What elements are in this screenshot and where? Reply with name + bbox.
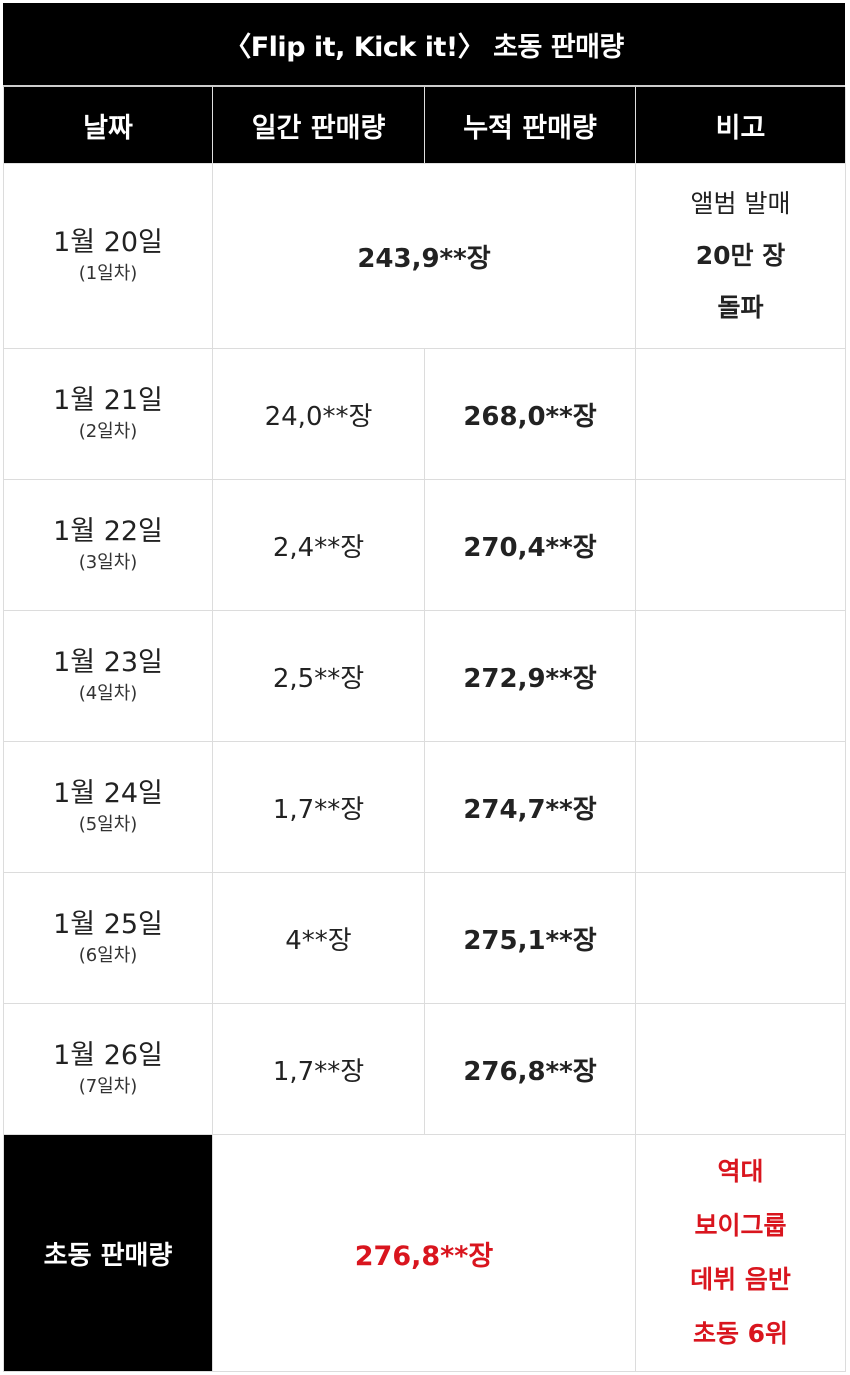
sales-table: 날짜 일간 판매량 누적 판매량 비고 1월 20일 (1일차) 243,9**… (3, 87, 846, 1372)
cumulative-sales: 275,1**장 (424, 872, 636, 1004)
note-line: 초동 6위 (692, 1319, 789, 1348)
date: 1월 25일 (53, 909, 163, 940)
note-line: 20만 장 (695, 241, 786, 270)
day-number: (6일차) (78, 945, 138, 966)
header-note: 비고 (635, 87, 846, 164)
note-cell (635, 1003, 846, 1135)
note-cell (635, 741, 846, 873)
table-row: 1월 22일 (3일차) 2,4**장 270,4**장 (3, 479, 846, 611)
daily-sales: 4**장 (212, 872, 425, 1004)
date: 1월 22일 (53, 516, 163, 547)
cumulative-sales: 268,0**장 (424, 348, 636, 480)
header-cumulative: 누적 판매량 (424, 87, 636, 164)
summary-row: 초동 판매량 276,8**장 역대 보이그룹 데뷔 음반 초동 6위 (3, 1134, 846, 1372)
sales-table-container: 〈Flip it, Kick it!〉 초동 판매량 날짜 일간 판매량 누적 … (3, 3, 846, 1372)
summary-label: 초동 판매량 (3, 1134, 213, 1372)
table-row: 1월 23일 (4일차) 2,5**장 272,9**장 (3, 610, 846, 742)
header-row: 날짜 일간 판매량 누적 판매량 비고 (3, 87, 846, 164)
note-line: 데뷔 음반 (690, 1265, 791, 1294)
daily-sales: 1,7**장 (212, 1003, 425, 1135)
day-number: (2일차) (78, 421, 138, 442)
summary-value: 276,8**장 (212, 1134, 636, 1372)
note-cell (635, 479, 846, 611)
daily-sales: 2,5**장 (212, 610, 425, 742)
header-daily: 일간 판매량 (212, 87, 425, 164)
table-row: 1월 24일 (5일차) 1,7**장 274,7**장 (3, 741, 846, 873)
day-number: (7일차) (78, 1076, 138, 1097)
table-row: 1월 25일 (6일차) 4**장 275,1**장 (3, 872, 846, 1004)
day-number: (1일차) (78, 263, 138, 284)
day-number: (4일차) (78, 683, 138, 704)
daily-sales: 24,0**장 (212, 348, 425, 480)
note-cell (635, 872, 846, 1004)
note-line: 앨범 발매 (690, 189, 791, 218)
day-number: (5일차) (78, 814, 138, 835)
cumulative-sales: 270,4**장 (424, 479, 636, 611)
note-cell (635, 610, 846, 742)
note-cell (635, 348, 846, 480)
cumulative-sales: 272,9**장 (424, 610, 636, 742)
header-date: 날짜 (3, 87, 213, 164)
date: 1월 23일 (53, 647, 163, 678)
date: 1월 24일 (53, 778, 163, 809)
cumulative-sales: 276,8**장 (424, 1003, 636, 1135)
note-line: 역대 (717, 1157, 764, 1186)
summary-note: 역대 보이그룹 데뷔 음반 초동 6위 (635, 1134, 846, 1372)
note-line: 돌파 (717, 293, 764, 322)
date-cell: 1월 20일 (1일차) (3, 163, 213, 349)
table-row: 1월 26일 (7일차) 1,7**장 276,8**장 (3, 1003, 846, 1135)
sales-cell: 243,9**장 (212, 163, 636, 349)
note-cell: 앨범 발매 20만 장 돌파 (635, 163, 846, 349)
note-line: 보이그룹 (694, 1211, 787, 1240)
date: 1월 20일 (53, 227, 163, 258)
cumulative-sales: 274,7**장 (424, 741, 636, 873)
daily-sales: 1,7**장 (212, 741, 425, 873)
table-row: 1월 20일 (1일차) 243,9**장 앨범 발매 20만 장 돌파 (3, 163, 846, 349)
table-title: 〈Flip it, Kick it!〉 초동 판매량 (3, 3, 845, 87)
daily-sales: 2,4**장 (212, 479, 425, 611)
date: 1월 26일 (53, 1040, 163, 1071)
table-row: 1월 21일 (2일차) 24,0**장 268,0**장 (3, 348, 846, 480)
day-number: (3일차) (78, 552, 138, 573)
date: 1월 21일 (53, 385, 163, 416)
